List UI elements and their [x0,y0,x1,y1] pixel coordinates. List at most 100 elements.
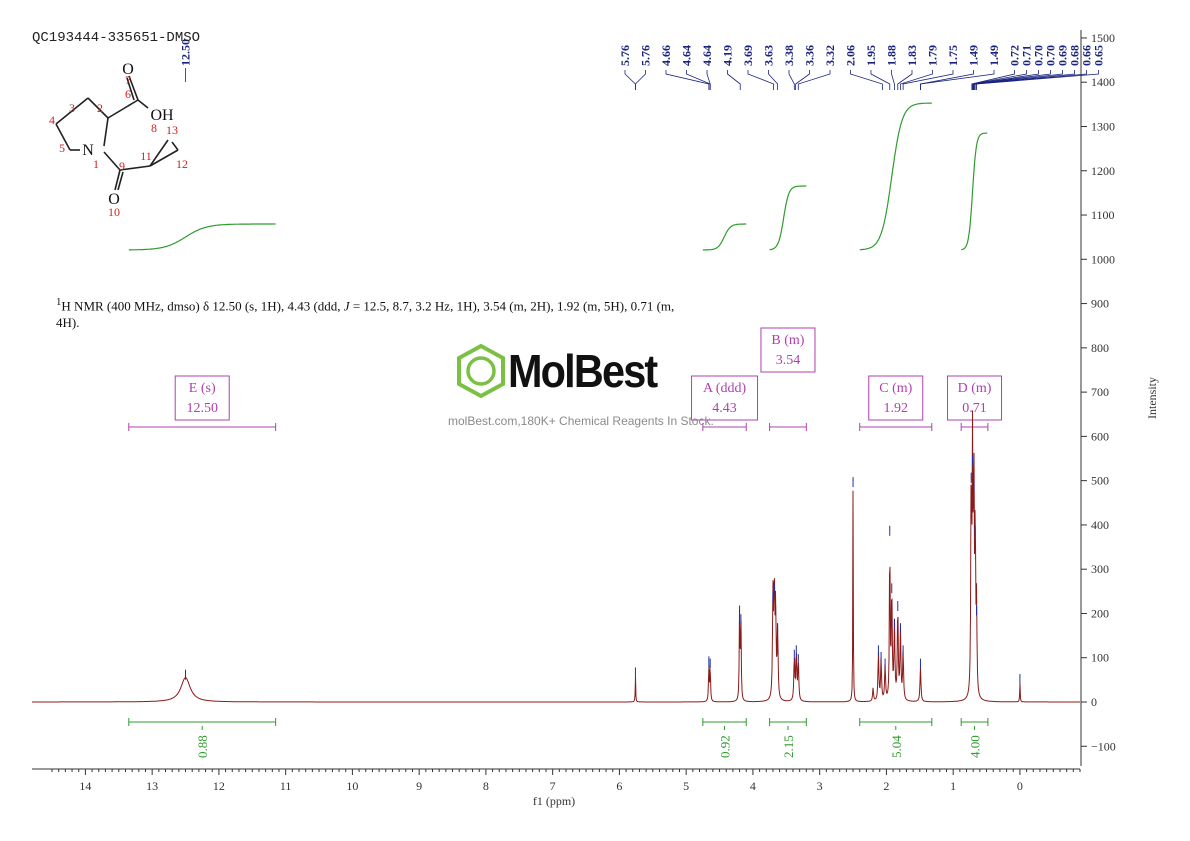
peak-label-leader [891,70,895,90]
bond [114,169,121,191]
x-tick-label: 8 [483,779,489,793]
atom-label: OH [150,107,174,124]
peak-label-leader [665,70,710,90]
bond [107,99,139,119]
atom-number: 8 [151,121,157,135]
y-tick-label: 100 [1091,651,1109,665]
peak-label-leader [870,70,891,90]
y-tick-label: 500 [1091,474,1109,488]
multiplet-name: D (m) [958,381,992,396]
multiplet-name: A (ddd) [703,381,747,396]
integral-curve [859,102,932,251]
peak-labels: 5.76 5.76 4.66 4.64 4.64 4.19 3.69 3.63 3.38 3.36… [179,39,1106,90]
y-tick-label: 600 [1091,429,1109,443]
peak-label: 2.06 [844,45,858,66]
x-tick-label: 3 [817,779,823,793]
multiplet-shift: 0.71 [962,401,987,416]
peak-label: 4.64 [700,45,714,66]
multiplet-shift: 12.50 [186,401,218,416]
peak-label: 0.68 [1068,45,1082,66]
x-tick-label: 5 [683,779,689,793]
peak-label-leader [797,70,831,90]
x-tick-label: 9 [416,779,422,793]
bond [128,75,139,101]
y-tick-label: 700 [1091,385,1109,399]
peak-label-leader [706,70,711,90]
integral-curve [128,223,276,251]
peak-label: 1.95 [864,45,878,66]
integral-value: 0.92 [718,735,733,758]
atom-number: 3 [69,101,75,115]
multiplet-shift: 3.54 [776,353,801,368]
y-axis: −100 0 100 200 300 400 500 600 700 800 900 1000 1100… [1080,30,1116,766]
atom-number: 13 [166,123,178,137]
peak-label-leader [902,70,954,90]
integral-value: 5.04 [889,735,904,758]
bond [55,123,71,151]
integral-bars: 0.88 0.92 2.15 5.04 4.00 [128,718,989,758]
integral-value: 4.00 [968,735,983,758]
atom-label: N [82,142,94,159]
peak-label: 0.70 [1044,45,1058,66]
x-axis-label: f1 (ppm) [533,794,575,808]
multiplet-box [760,327,816,373]
bond [117,171,124,191]
peak-label-leader [974,70,1075,90]
peak-label: 0.65 [1092,45,1106,66]
peak-label-leader [788,70,795,90]
peak-label: 3.69 [741,45,755,66]
bond [87,97,109,119]
nmr-description: 1H NMR (400 MHz, dmso) δ 12.50 (s, 1H), … [56,296,675,331]
peak-label: 1.75 [946,45,960,66]
atom-number: 7 [125,73,131,87]
peak-label: 4.66 [659,45,673,66]
molbest-logo-icon [457,344,505,398]
peak-label-leader [747,70,775,90]
y-tick-label: 900 [1091,297,1109,311]
atom-number: 12 [176,157,188,171]
bond [55,97,89,125]
y-tick-label: 1400 [1091,75,1115,89]
x-tick-label: 4 [750,779,756,793]
x-tick-label: 0 [1017,779,1023,793]
y-tick-label: 1100 [1091,208,1115,222]
peak-label-leader [768,70,779,90]
peak-label-leader [850,70,883,90]
peak-label-leader [976,70,1099,90]
x-axis: 14 13 12 11 10 9 8 7 6 5 4 3 2 1 0 [32,768,1081,793]
peak-label-leader [727,70,741,90]
peak-label: 3.38 [782,45,796,66]
x-tick-label: 13 [146,779,158,793]
atom-number: 2 [97,101,103,115]
peak-label: 3.63 [762,45,776,66]
bond [103,151,121,171]
peak-label: 4.19 [721,45,735,66]
y-tick-label: 1300 [1091,119,1115,133]
integral-value: 0.88 [195,735,210,758]
y-tick-label: 0 [1091,695,1097,709]
atom-label: O [108,191,120,208]
x-tick-label: 6 [616,779,622,793]
peak-label-leader [971,70,1015,90]
bond [171,141,179,151]
y-tick-label: 300 [1091,562,1109,576]
spectrum-line [32,410,1080,703]
atom-label: O [122,61,134,78]
integral-curve [702,223,747,251]
peak-label: 0.66 [1080,45,1094,66]
atom-number: 4 [49,113,55,127]
atom-number: 6 [125,87,131,101]
x-tick-label: 14 [79,779,91,793]
multiplet-box [691,375,759,421]
peak-label-leader [975,70,1087,90]
peak-label: 0.71 [1020,45,1034,66]
peak-label: 5.76 [639,45,653,66]
peak-label: 1.79 [926,45,940,66]
y-tick-label: 1500 [1091,31,1115,45]
atom-number: 10 [108,205,120,219]
peak-marks [185,454,1021,685]
atom-number: 11 [140,149,152,163]
peak-label: 1.83 [905,45,919,66]
peak-label-leader [897,70,913,90]
